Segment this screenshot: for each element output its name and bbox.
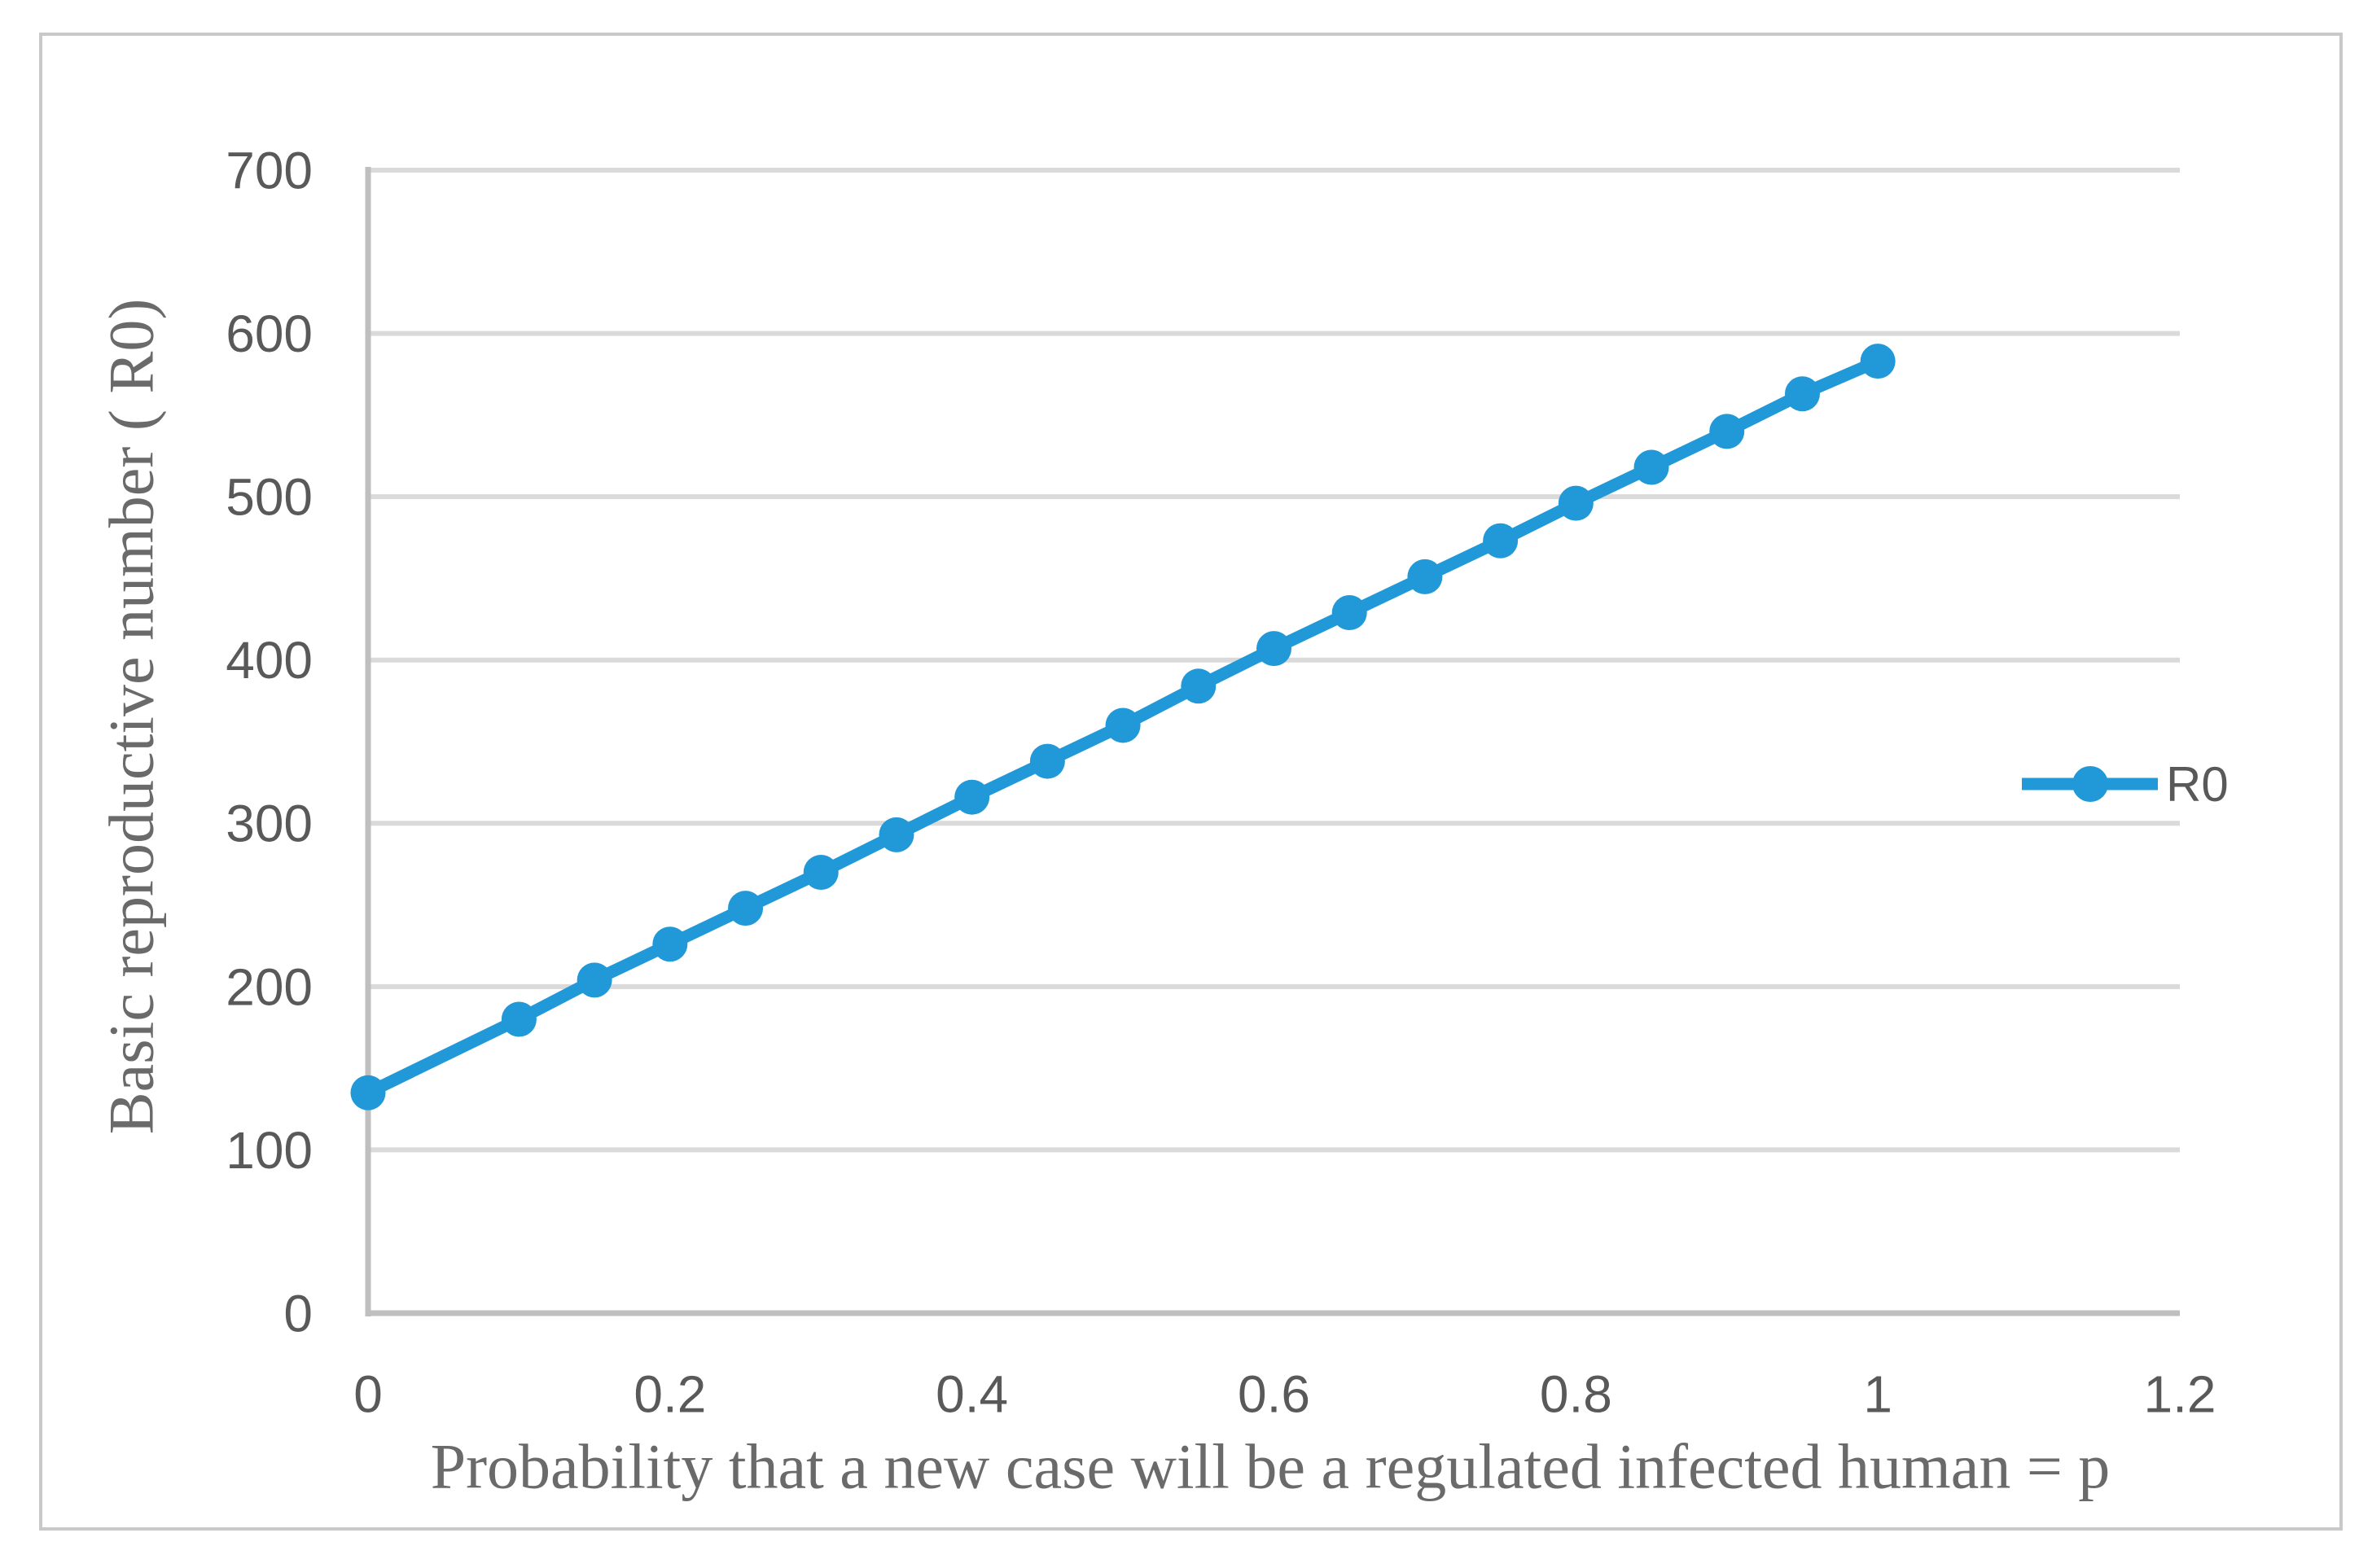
- data-point-marker: [1558, 485, 1594, 521]
- x-axis-title: Probability that a new case will be a re…: [431, 1430, 2111, 1501]
- data-point-marker: [954, 779, 990, 815]
- data-point-marker: [803, 854, 839, 890]
- data-point-marker: [1407, 558, 1443, 594]
- x-tick-label: 0.2: [634, 1364, 706, 1423]
- y-tick-label: 100: [226, 1121, 313, 1180]
- data-point-marker: [350, 1075, 386, 1110]
- data-point-marker: [577, 962, 612, 998]
- data-point-marker: [1633, 449, 1669, 485]
- data-point-marker: [1784, 376, 1820, 412]
- legend: R0: [2022, 757, 2229, 812]
- y-tick-label: 200: [226, 957, 313, 1016]
- data-point-marker: [1029, 743, 1065, 779]
- figure-border: [39, 33, 2343, 1531]
- data-point-marker: [1256, 631, 1291, 667]
- y-axis-title: Basic reproductive number ( R0): [95, 299, 166, 1135]
- y-tick-label: 0: [283, 1284, 313, 1342]
- data-point-marker: [728, 891, 764, 926]
- data-point-marker: [1331, 595, 1367, 631]
- data-point-marker: [879, 817, 914, 852]
- x-tick-label: 0.4: [936, 1364, 1008, 1423]
- legend-marker-icon: [2072, 766, 2108, 802]
- x-tick-label: 1.2: [2144, 1364, 2216, 1423]
- data-point-marker: [652, 926, 688, 962]
- x-axis-tick-labels: 0 0.2 0.4 0.6 0.8 1 1.2: [353, 1364, 2216, 1423]
- y-tick-label: 500: [226, 468, 313, 527]
- y-tick-label: 600: [226, 304, 313, 363]
- x-tick-label: 0.6: [1238, 1364, 1310, 1423]
- data-point-marker: [1483, 523, 1519, 558]
- x-tick-label: 0: [353, 1364, 383, 1423]
- data-series: [350, 344, 1896, 1110]
- data-point-marker: [1860, 344, 1896, 379]
- data-point-marker: [501, 1001, 537, 1037]
- data-point-marker: [1709, 414, 1745, 449]
- gridlines: [368, 168, 2180, 1153]
- data-point-marker: [1105, 707, 1141, 743]
- y-tick-label: 300: [226, 795, 313, 853]
- y-axis-tick-labels: 0 100 200 300 400 500 600 700: [226, 141, 313, 1342]
- x-tick-label: 0.8: [1540, 1364, 1612, 1423]
- y-tick-label: 700: [226, 141, 313, 199]
- legend-series-label: R0: [2166, 757, 2229, 812]
- data-point-marker: [1181, 668, 1217, 704]
- x-tick-label: 1: [1863, 1364, 1892, 1423]
- y-tick-label: 400: [226, 631, 313, 690]
